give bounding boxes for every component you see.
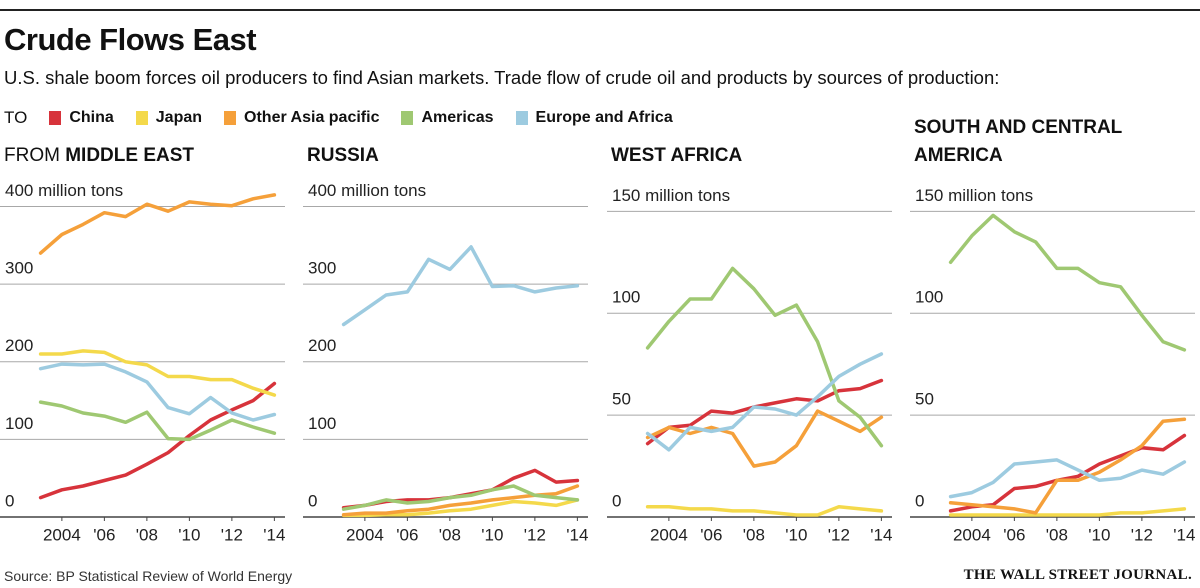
panel-title: FROM MIDDLE EAST (4, 142, 264, 170)
series-line (341, 245, 580, 327)
y-tick-label: 300 (308, 259, 336, 278)
x-tick-label: '14 (566, 525, 588, 544)
legend-swatch (515, 111, 528, 125)
legend-label: TO (4, 108, 28, 127)
legend-item: Europe and Africa (515, 109, 673, 127)
x-tick-label: '10 (178, 525, 200, 544)
y-tick-label: 400 million tons (308, 181, 426, 200)
x-tick-label: '06 (1003, 525, 1025, 544)
x-tick-label: '08 (1046, 525, 1068, 544)
y-tick-label: 0 (5, 491, 14, 510)
publisher: THE WALL STREET JOURNAL. (963, 567, 1192, 583)
series-line (38, 349, 277, 397)
legend-swatch (224, 111, 237, 125)
x-tick-label: '06 (700, 525, 722, 544)
series-line (38, 362, 277, 422)
x-tick-label: '08 (439, 525, 461, 544)
y-tick-label: 150 million tons (915, 186, 1033, 205)
series-line (38, 381, 277, 500)
series-line (948, 417, 1187, 515)
x-tick-label: '14 (1173, 525, 1195, 544)
x-tick-label: '06 (396, 525, 418, 544)
series-line (645, 266, 884, 448)
y-tick-label: 100 (308, 414, 336, 433)
x-tick-label: 2004 (346, 525, 384, 544)
legend-item: Other Asia pacific (224, 109, 379, 127)
legend-item: China (49, 109, 114, 127)
y-tick-label: 100 (612, 288, 640, 307)
y-tick-label: 100 (5, 414, 33, 433)
legend-text: Americas (421, 109, 494, 126)
series-line (38, 400, 277, 442)
y-tick-label: 50 (915, 390, 934, 409)
title: Crude Flows East (4, 22, 257, 57)
x-tick-label: 2004 (650, 525, 688, 544)
y-tick-label: 0 (915, 491, 924, 510)
legend-item: Japan (135, 109, 203, 127)
y-tick-label: 400 million tons (5, 181, 123, 200)
source: Source: BP Statistical Review of World E… (4, 568, 293, 584)
series-line (645, 505, 884, 517)
legend-swatch (401, 111, 414, 125)
series-line (645, 352, 884, 452)
panel-title: RUSSIA (307, 145, 379, 166)
subtitle: U.S. shale boom forces oil producers to … (4, 67, 1000, 88)
x-tick-label: '10 (785, 525, 807, 544)
series-line (948, 213, 1187, 352)
series-line (645, 378, 884, 446)
x-tick-label: '08 (136, 525, 158, 544)
series-line (341, 484, 580, 511)
y-tick-label: 50 (612, 390, 631, 409)
from-label: FROM (4, 145, 60, 166)
series-line (645, 409, 884, 468)
x-tick-label: 2004 (43, 525, 81, 544)
legend-text: Europe and Africa (535, 109, 673, 126)
y-tick-label: 200 (308, 336, 336, 355)
x-tick-label: 2004 (953, 525, 991, 544)
y-tick-label: 150 million tons (612, 186, 730, 205)
legend-text: Japan (155, 109, 203, 126)
series-line (38, 193, 277, 255)
panel-title: SOUTH AND CENTRAL AMERICA (914, 117, 1122, 166)
panel-title: WEST AFRICA (611, 145, 743, 166)
x-tick-label: '12 (524, 525, 546, 544)
x-tick-label: '10 (481, 525, 503, 544)
legend-text: China (69, 109, 114, 126)
y-tick-label: 0 (308, 491, 317, 510)
legend: TO China Japan Other Asia pacific Americas E… (4, 108, 673, 128)
x-tick-label: '06 (93, 525, 115, 544)
x-tick-label: '12 (1131, 525, 1153, 544)
legend-swatch (49, 111, 62, 125)
x-tick-label: '14 (263, 525, 285, 544)
y-tick-label: 200 (5, 336, 33, 355)
x-tick-label: '08 (743, 525, 765, 544)
x-tick-label: '12 (828, 525, 850, 544)
legend-text: Other Asia pacific (244, 109, 380, 126)
series-line (948, 458, 1187, 499)
x-tick-label: '14 (870, 525, 892, 544)
y-tick-label: 100 (915, 288, 943, 307)
legend-item: Americas (401, 109, 494, 127)
x-tick-label: '12 (221, 525, 243, 544)
y-tick-label: 300 (5, 259, 33, 278)
top-rule (0, 9, 1200, 11)
panel-name: MIDDLE EAST (65, 145, 194, 166)
series-line (948, 507, 1187, 517)
legend-swatch (135, 111, 148, 125)
x-tick-label: '10 (1088, 525, 1110, 544)
y-tick-label: 0 (612, 491, 621, 510)
